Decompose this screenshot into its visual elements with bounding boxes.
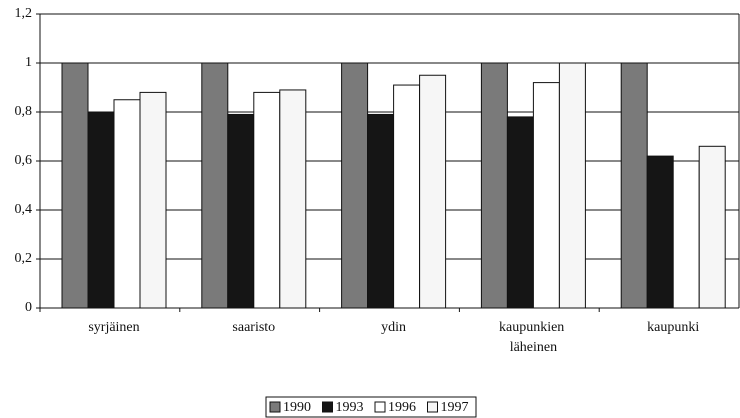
bar [532, 82, 560, 309]
x-tick-label: kaupunki [647, 320, 699, 335]
legend-label: 1993 [336, 400, 364, 415]
y-tick-label: 0,4 [15, 202, 33, 217]
bar [646, 155, 674, 309]
x-tick-label: kaupunkien läheinen [499, 320, 568, 355]
x-tick-label: ydin [381, 320, 406, 335]
bar [87, 111, 115, 309]
y-tick-label: 0,2 [15, 251, 33, 266]
y-tick-label: 1,2 [15, 6, 33, 21]
y-tick-label: 1 [25, 55, 32, 70]
bar [558, 62, 586, 309]
legend-label: 1997 [441, 400, 469, 415]
legend-swatch [427, 401, 438, 413]
bar [279, 89, 307, 309]
y-tick-label: 0,6 [15, 153, 33, 168]
bar [253, 91, 281, 309]
bar [393, 84, 421, 309]
bar [698, 145, 726, 309]
legend-swatch [269, 401, 281, 413]
legend-label: 1990 [283, 400, 311, 415]
legend-label: 1996 [388, 400, 416, 415]
bar [61, 62, 89, 309]
x-tick-label: syrjäinen [88, 320, 139, 335]
bar [506, 116, 534, 309]
bar [227, 113, 255, 309]
legend-box [265, 396, 477, 418]
bar [139, 91, 167, 309]
bar [620, 62, 648, 309]
y-tick-label: 0 [25, 300, 32, 315]
x-tick-label: saaristo [232, 320, 275, 335]
legend-swatch [374, 401, 386, 413]
bar [419, 74, 447, 309]
legend-swatch [322, 401, 333, 413]
bar [672, 160, 700, 309]
bar [113, 99, 141, 309]
bar [367, 113, 395, 309]
y-tick-label: 0,8 [15, 104, 33, 119]
bar [201, 62, 229, 309]
bar [480, 62, 508, 309]
bar [341, 62, 369, 309]
